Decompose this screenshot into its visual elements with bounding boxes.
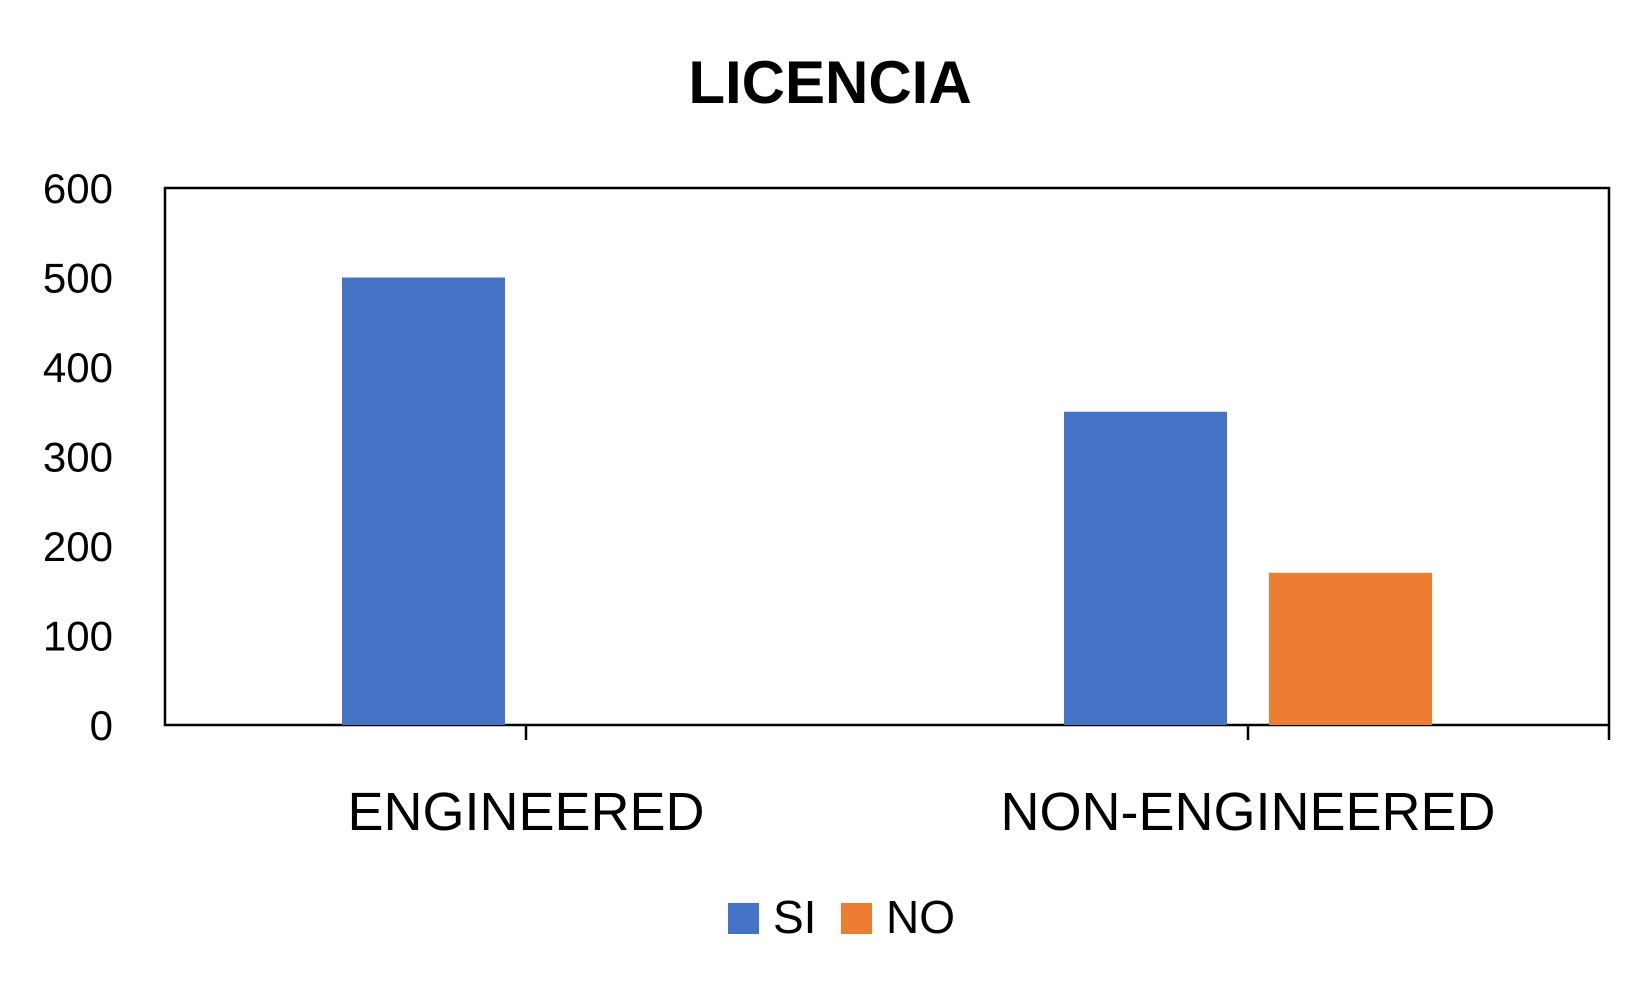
legend: SI NO <box>728 891 955 943</box>
chart-title: LICENCIA <box>688 49 971 116</box>
y-tick-label: 100 <box>43 613 113 660</box>
y-tick-label: 300 <box>43 434 113 481</box>
y-tick-label: 400 <box>43 344 113 391</box>
y-tick-label: 600 <box>43 165 113 212</box>
x-category-label: NON-ENGINEERED <box>1000 782 1495 842</box>
y-tick-label: 0 <box>90 702 113 749</box>
legend-label-no: NO <box>886 891 955 943</box>
x-axis-category-labels: ENGINEERED NON-ENGINEERED <box>347 782 1495 842</box>
plot-area-frame <box>163 186 1611 727</box>
legend-swatch-no <box>841 903 872 934</box>
bar-no-non-engineered <box>1269 572 1432 725</box>
y-tick-label: 200 <box>43 523 113 570</box>
bar-series <box>342 277 1432 725</box>
x-axis-ticks <box>524 725 1611 740</box>
legend-swatch-si <box>728 903 759 934</box>
y-tick-label: 500 <box>43 255 113 302</box>
x-category-label: ENGINEERED <box>347 782 704 842</box>
legend-label-si: SI <box>773 891 816 943</box>
bar-si-engineered <box>342 277 505 725</box>
bar-si-non-engineered <box>1064 411 1227 725</box>
y-axis-tick-labels: 0 100 200 300 400 500 600 <box>43 165 113 749</box>
